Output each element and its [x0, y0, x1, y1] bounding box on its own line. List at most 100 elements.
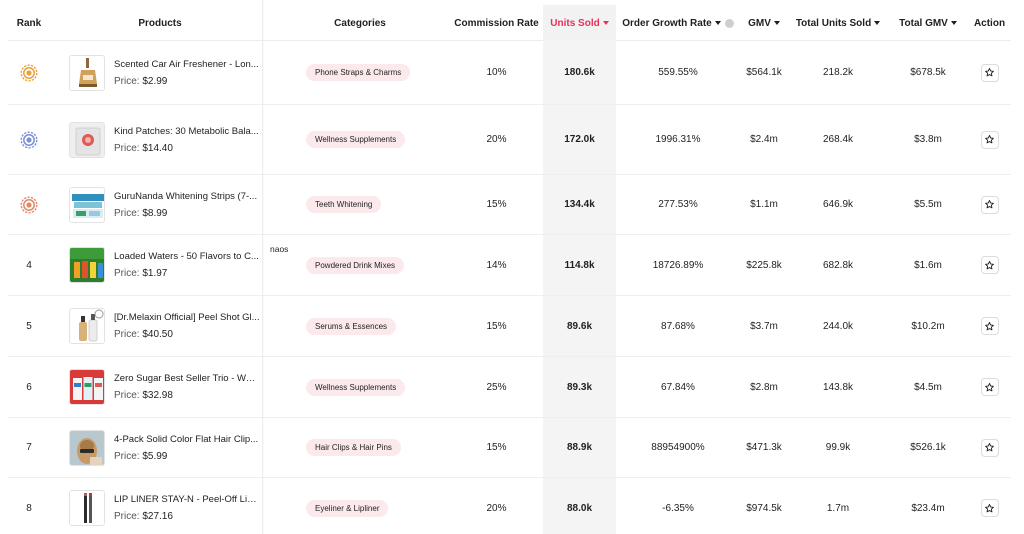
total-units-sold-cell: 143.8k [822, 381, 854, 393]
category-tag[interactable]: Serums & Essences [306, 317, 397, 335]
order-growth-rate-cell: -6.35% [662, 502, 694, 514]
product-thumbnail[interactable] [69, 429, 105, 466]
rank-cell [8, 105, 50, 174]
category-cell: Wellness Supplements [270, 105, 450, 174]
product-thumbnail[interactable] [69, 54, 105, 91]
star-icon [985, 260, 994, 269]
category-cell: Hair Clips & Hair Pins [270, 418, 450, 477]
product-cell[interactable]: Loaded Waters - 50 Flavors to C... Price… [69, 235, 260, 295]
favorite-button[interactable] [980, 63, 999, 82]
commission-rate-cell: 15% [486, 199, 507, 210]
table-row[interactable]: 6 Zero Sugar Best Seller Trio - Wor... P… [8, 357, 1011, 418]
header-rank[interactable]: Rank [8, 5, 50, 41]
product-thumbnail[interactable] [69, 308, 105, 344]
gmv-cell: $225.8k [746, 259, 782, 271]
product-cell[interactable]: LIP LINER STAY-N - Peel-Off Lip ... Pric… [69, 478, 260, 534]
rank-medal-icon [20, 195, 38, 214]
total-gmv-cell: $3.8m [914, 134, 942, 145]
favorite-button[interactable] [980, 438, 999, 457]
product-name[interactable]: Zero Sugar Best Seller Trio - Wor... [114, 373, 260, 384]
header-total-units-sold[interactable]: Total Units Sold [788, 5, 888, 41]
category-tag[interactable]: Wellness Supplements [306, 378, 406, 396]
units-sold-cell: 134.4k [564, 199, 595, 210]
product-thumbnail[interactable] [69, 369, 105, 405]
gmv-cell: $2.8m [750, 381, 778, 393]
header-products-label: Products [138, 17, 182, 29]
product-name[interactable]: GuruNanda Whitening Strips (7-... [114, 190, 258, 202]
header-categories[interactable]: Categories [270, 5, 450, 41]
product-name[interactable]: Loaded Waters - 50 Flavors to C... [114, 251, 259, 262]
category-tag[interactable]: Phone Straps & Charms [306, 64, 411, 81]
price-value: $8.99 [142, 207, 168, 219]
header-total-gmv[interactable]: Total GMV [888, 5, 968, 41]
header-gmv[interactable]: GMV [740, 5, 788, 41]
table-row[interactable]: 4 Loaded Waters - 50 Flavors to C... Pri… [8, 235, 1011, 296]
favorite-button[interactable] [980, 130, 999, 149]
star-icon [985, 443, 994, 452]
header-units-sold[interactable]: Units Sold [543, 5, 616, 41]
order-growth-rate-cell: 87.68% [661, 320, 695, 332]
product-name[interactable]: Scented Car Air Freshener - Lon... [114, 58, 259, 70]
table-header: Rank Products Categories Commission Rate… [8, 5, 1011, 41]
product-thumbnail[interactable] [69, 490, 105, 526]
commission-rate-cell: 10% [486, 67, 507, 78]
product-name[interactable]: LIP LINER STAY-N - Peel-Off Lip ... [114, 494, 260, 505]
product-cell[interactable]: 4-Pack Solid Color Flat Hair Clip... Pri… [69, 418, 260, 477]
price-label: Price: [114, 390, 140, 401]
table-row[interactable]: 7 4-Pack Solid Color Flat Hair Clip... P… [8, 418, 1011, 478]
table-row[interactable]: Kind Patches: 30 Metabolic Bala... Price… [8, 105, 1011, 175]
product-thumbnail[interactable] [69, 247, 105, 283]
category-cell: Powdered Drink Mixes [270, 235, 450, 295]
total-units-sold-cell: 99.9k [825, 442, 851, 453]
sort-caret-icon [950, 21, 957, 25]
total-gmv-cell: $23.4m [911, 502, 945, 514]
product-name[interactable]: Kind Patches: 30 Metabolic Bala... [114, 125, 259, 137]
table-row[interactable]: Scented Car Air Freshener - Lon... Price… [8, 41, 1011, 105]
product-cell[interactable]: GuruNanda Whitening Strips (7-... Price:… [69, 175, 260, 234]
category-tag[interactable]: Powdered Drink Mixes [306, 256, 405, 274]
product-cell[interactable]: [Dr.Melaxin Official] Peel Shot Gl... Pr… [69, 296, 260, 356]
favorite-button[interactable] [980, 317, 999, 335]
product-name[interactable]: [Dr.Melaxin Official] Peel Shot Gl... [114, 312, 260, 323]
product-price: Price: $14.40 [114, 143, 260, 154]
favorite-button[interactable] [980, 256, 999, 274]
favorite-button[interactable] [980, 499, 999, 517]
category-tag[interactable]: Teeth Whitening [306, 196, 382, 213]
favorite-button[interactable] [980, 195, 999, 214]
rank-cell [8, 175, 50, 234]
order-growth-rate-cell: 67.84% [661, 381, 695, 393]
category-tag[interactable]: Hair Clips & Hair Pins [306, 439, 401, 456]
commission-rate-cell: 20% [486, 502, 507, 514]
gmv-cell: $2.4m [750, 134, 778, 145]
product-name[interactable]: 4-Pack Solid Color Flat Hair Clip... [114, 433, 259, 445]
table-row[interactable]: 5 [Dr.Melaxin Official] Peel Shot Gl... … [8, 296, 1011, 357]
category-tag[interactable]: Eyeliner & Lipliner [306, 499, 389, 517]
info-icon[interactable] [724, 18, 734, 28]
header-commission-rate-label: Commission Rate [454, 17, 539, 29]
units-sold-cell: 88.0k [566, 502, 593, 514]
product-cell[interactable]: Kind Patches: 30 Metabolic Bala... Price… [69, 105, 260, 174]
header-products[interactable]: Products [50, 5, 270, 41]
table-row[interactable]: GuruNanda Whitening Strips (7-... Price:… [8, 175, 1011, 235]
header-action-label: Action [973, 17, 1006, 29]
total-units-sold-cell: 268.4k [822, 134, 854, 145]
category-tag[interactable]: Wellness Supplements [306, 131, 406, 148]
price-label: Price: [114, 142, 140, 154]
product-thumbnail[interactable] [69, 186, 105, 223]
action-cell [968, 478, 1011, 534]
product-cell[interactable]: Zero Sugar Best Seller Trio - Wor... Pri… [69, 357, 260, 417]
order-growth-rate-cell: 277.53% [658, 199, 698, 210]
category-cell: Serums & Essences [270, 296, 450, 356]
product-thumbnail[interactable] [69, 121, 105, 158]
table-row[interactable]: 8 LIP LINER STAY-N - Peel-Off Lip ... Pr… [8, 478, 1011, 534]
star-icon [985, 321, 994, 330]
header-commission-rate[interactable]: Commission Rate [450, 5, 543, 41]
price-label: Price: [114, 207, 140, 219]
favorite-button[interactable] [980, 378, 999, 396]
header-order-growth-rate[interactable]: Order Growth Rate [616, 5, 740, 41]
total-units-sold-cell: 218.2k [822, 67, 854, 78]
category-cell: Eyeliner & Lipliner [270, 478, 450, 534]
commission-rate-cell: 25% [486, 381, 507, 393]
header-total-units-sold-label: Total Units Sold [795, 17, 872, 29]
product-cell[interactable]: Scented Car Air Freshener - Lon... Price… [69, 41, 260, 104]
